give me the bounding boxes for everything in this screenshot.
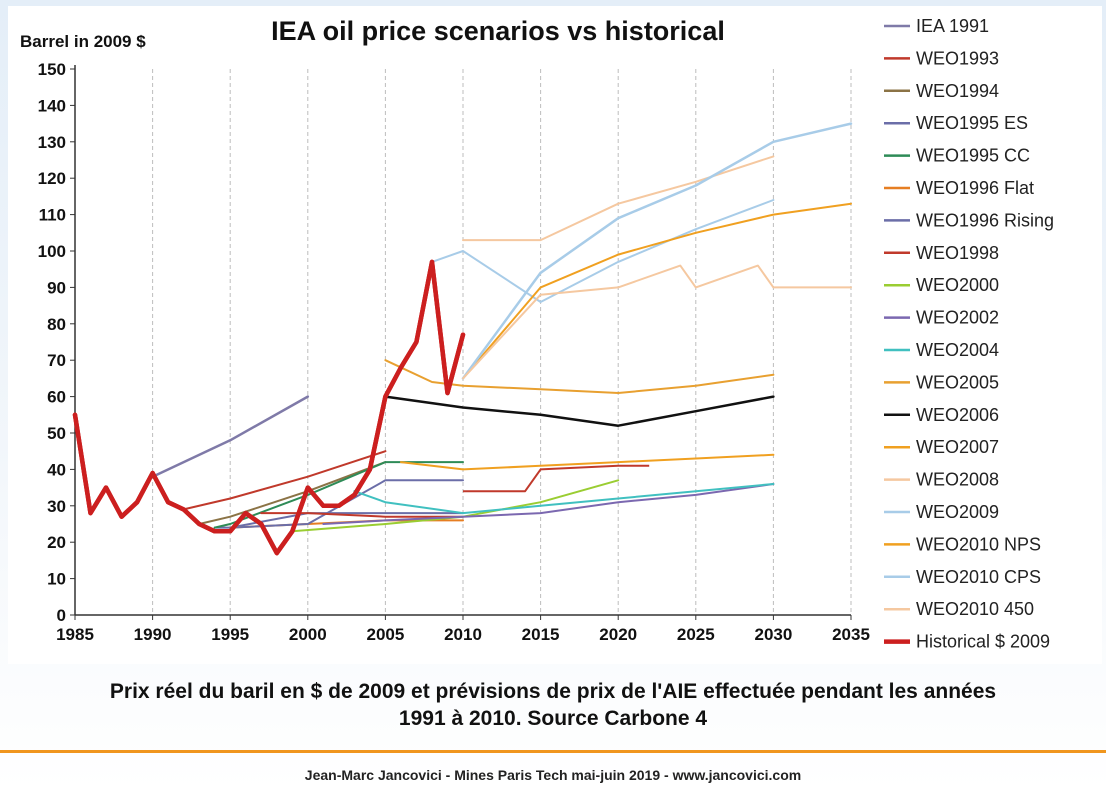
legend-label: WEO2005 — [916, 372, 999, 392]
legend-label: WEO2010 NPS — [916, 534, 1041, 554]
series-line-weo2010-nps — [462, 202, 852, 380]
x-tick-label: 2005 — [366, 625, 404, 644]
series-line-weo1995-cc — [213, 461, 464, 529]
legend-label: WEO2004 — [916, 340, 999, 360]
x-tick-label: 2035 — [832, 625, 870, 644]
series-line-weo1998 — [260, 512, 464, 518]
legend-label: WEO2008 — [916, 470, 999, 490]
caption-line-2: 1991 à 2010. Source Carbone 4 — [398, 707, 708, 730]
x-tick-label: 1985 — [56, 625, 94, 644]
legend-label: WEO1996 Flat — [916, 178, 1034, 198]
y-tick-label: 70 — [47, 351, 66, 370]
y-tick-label: 100 — [38, 242, 66, 261]
series-line-weo2009 — [431, 199, 775, 303]
y-tick-label: 60 — [47, 388, 66, 407]
y-tick-label: 20 — [47, 533, 66, 552]
x-tick-label: 2010 — [444, 625, 482, 644]
chart-title: IEA oil price scenarios vs historical — [271, 16, 725, 46]
footer-text: Jean-Marc Jancovici - Mines Paris Tech m… — [304, 767, 802, 783]
series-line-weo2008 — [462, 155, 775, 242]
y-axis-label: Barrel in 2009 $ — [20, 32, 146, 51]
y-tick-label: 30 — [47, 497, 66, 516]
legend-label: WEO2007 — [916, 437, 999, 457]
y-tick-label: 110 — [39, 206, 66, 225]
legend-label: WEO2010 CPS — [916, 567, 1041, 587]
y-tick-label: 0 — [57, 606, 66, 625]
series-line-weo2002 — [322, 483, 775, 525]
legend-label: Historical $ 2009 — [916, 632, 1050, 652]
series-layer — [72, 122, 853, 556]
legend-label: WEO2002 — [916, 308, 999, 328]
y-tick-label: 40 — [47, 460, 66, 479]
series-line-weo2004 — [353, 483, 775, 515]
legend-label: WEO1993 — [916, 48, 999, 68]
legend-label: WEO1995 CC — [916, 146, 1030, 166]
legend-label: WEO1995 ES — [916, 113, 1028, 133]
x-tick-label: 2015 — [522, 625, 560, 644]
legend-label: WEO1994 — [916, 81, 999, 101]
y-tick-label: 130 — [38, 133, 66, 152]
x-tick-label: 2030 — [754, 625, 792, 644]
series-line-weo2005 — [384, 359, 775, 394]
grid-layer — [152, 69, 852, 615]
legend-label: WEO1998 — [916, 243, 999, 263]
legend-label: WEO2009 — [916, 502, 999, 522]
y-tick-label: 140 — [38, 96, 66, 115]
legend-label: WEO2000 — [916, 275, 999, 295]
x-tick-label: 2025 — [677, 625, 715, 644]
x-tick-label: 2000 — [289, 625, 327, 644]
y-tick-label: 80 — [47, 315, 66, 334]
y-tick-label: 120 — [38, 169, 66, 188]
legend-layer: IEA 1991 WEO1993 WEO1994 WEO1995 ES WEO1995 … — [884, 16, 1054, 652]
x-tick-label: 1990 — [134, 625, 172, 644]
footer-rule — [0, 750, 1106, 753]
series-line-weo2006 — [384, 395, 775, 427]
y-tick-label: 90 — [47, 278, 66, 297]
legend-label: WEO1996 Rising — [916, 210, 1054, 230]
series-line-weo2007 — [399, 453, 775, 471]
x-tick-label: 1995 — [211, 625, 249, 644]
series-line-weo2010-450 — [462, 264, 852, 380]
series-line-weo1998-segment — [463, 464, 650, 493]
legend-label: IEA 1991 — [916, 16, 989, 36]
chart-panel: 0 10 20 30 40 50 60 70 80 90 100 110 120 130 140 150 198… — [8, 6, 1102, 664]
series-line-weo1993 — [182, 450, 387, 511]
series-line-weo2010-cps — [461, 122, 853, 380]
series-line-weo1994 — [198, 461, 387, 525]
y-tick-label: 10 — [47, 570, 66, 589]
axes-layer: 0102030405060708090100110120130140150198… — [38, 60, 870, 644]
y-tick-label: 150 — [38, 60, 66, 79]
series-line-historical-overlay — [72, 259, 466, 556]
series-line-iea-1991 — [151, 395, 310, 478]
x-tick-label: 2020 — [599, 625, 637, 644]
legend-label: WEO2010 450 — [916, 599, 1034, 619]
oil-price-chart: 0102030405060708090100110120130140150198… — [20, 16, 1054, 652]
caption-line-1: Prix réel du baril en $ de 2009 et prévi… — [109, 680, 997, 703]
y-tick-label: 50 — [47, 424, 66, 443]
legend-label: WEO2006 — [916, 405, 999, 425]
